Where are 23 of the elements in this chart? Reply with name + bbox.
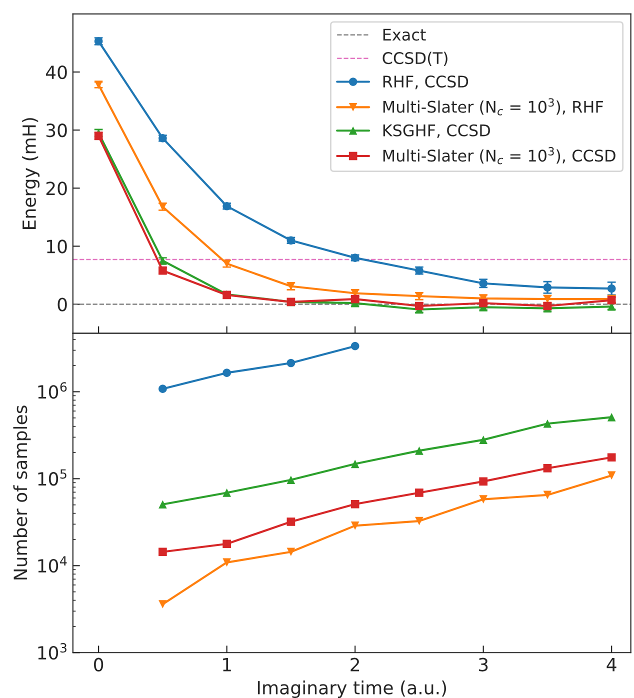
legend-label: CCSD(T) bbox=[382, 52, 448, 66]
y-tick-label: 20 bbox=[46, 182, 67, 196]
y-tick-label: 10$^{5}$ bbox=[38, 469, 66, 486]
x-tick-label: 0 bbox=[94, 658, 104, 672]
legend-label: Multi-Slater (N$_{c}$ = 10$^{3}$), RHF bbox=[383, 98, 603, 116]
y-tick-label: 0 bbox=[58, 298, 67, 312]
y-tick-label: 10$^{6}$ bbox=[38, 382, 67, 399]
y-tick-label: 10 bbox=[47, 240, 67, 254]
y-tick-label: 10$^{3}$ bbox=[38, 643, 66, 660]
legend-label: Exact bbox=[383, 28, 426, 41]
x-tick-label: 1 bbox=[223, 658, 231, 672]
y-axis-title: Energy (mH) bbox=[22, 118, 40, 229]
x-tick-label: 3 bbox=[478, 658, 488, 672]
x-tick-label: 2 bbox=[350, 658, 360, 672]
y-tick-label: 10$^{4}$ bbox=[38, 556, 67, 573]
y-tick-label: 30 bbox=[46, 124, 67, 138]
y-axis-title: Number of samples bbox=[13, 406, 31, 580]
x-tick-label: 4 bbox=[606, 658, 616, 672]
y-tick-label: 40 bbox=[46, 65, 67, 80]
legend-label: KSGHF, CCSD bbox=[383, 124, 490, 138]
legend-label: Multi-Slater (N$_{c}$ = 10$^{3}$), CCSD bbox=[383, 147, 616, 164]
legend-label: RHF, CCSD bbox=[383, 76, 468, 90]
x-axis-title: Imaginary time (a.u.) bbox=[258, 680, 446, 698]
